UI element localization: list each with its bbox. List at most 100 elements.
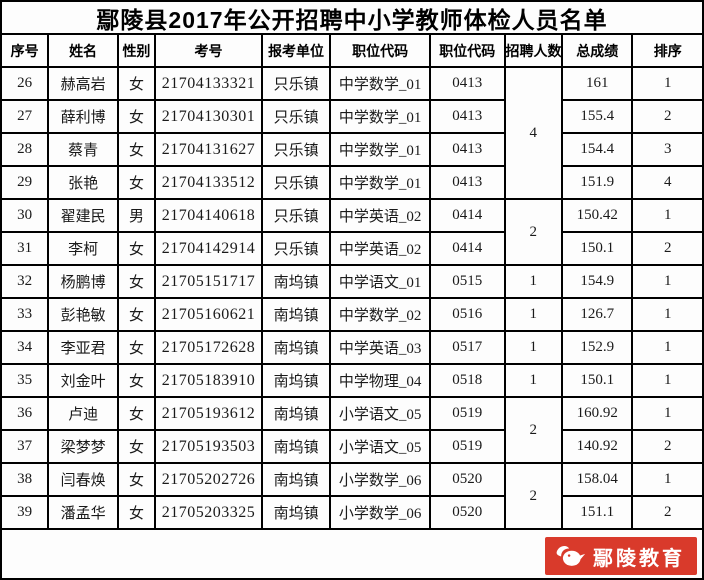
yanling-education-badge: 鄢陵教育	[545, 537, 697, 575]
cell-unit: 只乐镇	[260, 132, 332, 167]
table-row: 28 蔡青女 21704131627 只乐镇 中学数学_01 0413 154.4 3	[2, 132, 702, 167]
cell-position-code-2: 0413	[429, 165, 506, 200]
cell-exam-number: 21705160621	[154, 297, 263, 332]
cell-unit: 南坞镇	[260, 363, 332, 398]
cell-position-code-2: 0515	[429, 264, 506, 299]
cell-recruit-count: 1	[503, 297, 563, 332]
cell-serial: 34	[2, 330, 50, 365]
cell-total-score: 161	[560, 66, 634, 101]
cell-gender: 女	[116, 132, 157, 167]
cell-name: 薛利博	[47, 99, 119, 134]
header-cell-6: 职位代码	[429, 35, 506, 68]
cell-gender: 女	[116, 99, 157, 134]
cell-rank: 1	[631, 66, 702, 101]
header-row: 序号 姓名 性别 考号 报考单位 职位代码 职位代码 招聘人数 总成绩 排序	[2, 35, 702, 68]
table-row: 31 李柯女 21704142914 只乐镇 中学英语_02 0414 150.1 2	[2, 231, 702, 266]
cell-gender: 女	[116, 462, 157, 497]
header-cell-5: 职位代码	[329, 35, 432, 68]
cell-position-code: 中学英语_03	[329, 330, 432, 365]
recruitment-table: 序号 姓名 性别 考号 报考单位 职位代码 职位代码 招聘人数 总成绩 排序 26 赫高岩女 2170…	[2, 35, 702, 530]
cell-total-score: 150.42	[560, 198, 634, 233]
header-cell-0: 序号	[2, 35, 50, 68]
cell-recruit-count: 1	[503, 264, 563, 299]
table-row: 36 卢迪女 21705193612 南坞镇 小学语文_05 0519 2 160.92 1	[2, 396, 702, 464]
cell-exam-number: 21705172628	[154, 330, 263, 365]
table-row: 34 李亚君女 21705172628 南坞镇 中学英语_03 0517 1 152.9 1	[2, 330, 702, 365]
cell-exam-number: 21704133321	[154, 66, 263, 101]
cell-total-score: 158.04	[560, 462, 634, 497]
cell-serial: 37	[2, 429, 50, 464]
cell-serial: 35	[2, 363, 50, 398]
cell-unit: 只乐镇	[260, 66, 332, 101]
header-cell-1: 姓名	[47, 35, 119, 68]
cell-unit: 南坞镇	[260, 396, 332, 431]
cell-rank: 1	[631, 198, 702, 233]
cell-position-code: 中学数学_02	[329, 297, 432, 332]
cell-serial: 28	[2, 132, 50, 167]
cell-serial: 31	[2, 231, 50, 266]
cell-position-code: 小学语文_05	[329, 396, 432, 431]
table-row: 26 赫高岩女 21704133321 只乐镇 中学数学_01 0413 4 161 1	[2, 66, 702, 200]
cell-position-code-2: 0413	[429, 99, 506, 134]
cell-name: 蔡青	[47, 132, 119, 167]
cell-total-score: 154.9	[560, 264, 634, 299]
cell-unit: 南坞镇	[260, 297, 332, 332]
cell-gender: 女	[116, 396, 157, 431]
cell-total-score: 140.92	[560, 429, 634, 464]
table-row: 29 张艳女 21704133512 只乐镇 中学数学_01 0413 151.9 4	[2, 165, 702, 200]
cell-gender: 女	[116, 66, 157, 101]
dove-logo-icon	[556, 545, 586, 566]
cell-gender: 女	[116, 363, 157, 398]
cell-exam-number: 21704142914	[154, 231, 263, 266]
cell-rank: 1	[631, 264, 702, 299]
cell-recruit-count: 2	[503, 198, 563, 266]
cell-gender: 女	[116, 297, 157, 332]
cell-recruit-count: 2	[503, 462, 563, 530]
cell-serial: 32	[2, 264, 50, 299]
cell-gender: 女	[116, 495, 157, 530]
cell-serial: 33	[2, 297, 50, 332]
cell-unit: 只乐镇	[260, 198, 332, 233]
cell-gender: 女	[116, 165, 157, 200]
cell-name: 闫春焕	[47, 462, 119, 497]
cell-position-code-2: 0517	[429, 330, 506, 365]
cell-exam-number: 21705193612	[154, 396, 263, 431]
cell-name: 卢迪	[47, 396, 119, 431]
cell-serial: 36	[2, 396, 50, 431]
cell-exam-number: 21705183910	[154, 363, 263, 398]
header-cell-9: 排序	[631, 35, 702, 68]
cell-total-score: 151.9	[560, 165, 634, 200]
cell-rank: 1	[631, 396, 702, 431]
cell-name: 翟建民	[47, 198, 119, 233]
cell-total-score: 150.1	[560, 231, 634, 266]
cell-rank: 1	[631, 363, 702, 398]
cell-rank: 2	[631, 495, 702, 530]
cell-exam-number: 21705202726	[154, 462, 263, 497]
cell-total-score: 126.7	[560, 297, 634, 332]
cell-total-score: 155.4	[560, 99, 634, 134]
cell-position-code: 中学英语_02	[329, 198, 432, 233]
cell-serial: 30	[2, 198, 50, 233]
cell-name: 张艳	[47, 165, 119, 200]
cell-rank: 3	[631, 132, 702, 167]
cell-position-code-2: 0519	[429, 396, 506, 431]
cell-position-code: 中学英语_02	[329, 231, 432, 266]
cell-position-code-2: 0520	[429, 495, 506, 530]
table-row: 27 薛利博女 21704130301 只乐镇 中学数学_01 0413 155.4 2	[2, 99, 702, 134]
cell-position-code-2: 0518	[429, 363, 506, 398]
cell-serial: 39	[2, 495, 50, 530]
cell-recruit-count: 1	[503, 363, 563, 398]
cell-name: 杨鹏博	[47, 264, 119, 299]
badge-label: 鄢陵教育	[593, 547, 685, 570]
cell-position-code-2: 0516	[429, 297, 506, 332]
cell-unit: 南坞镇	[260, 495, 332, 530]
cell-unit: 南坞镇	[260, 429, 332, 464]
cell-gender: 女	[116, 264, 157, 299]
cell-total-score: 160.92	[560, 396, 634, 431]
header-cell-4: 报考单位	[260, 35, 332, 68]
cell-exam-number: 21704140618	[154, 198, 263, 233]
cell-position-code: 中学物理_04	[329, 363, 432, 398]
table-row: 33 彭艳敏女 21705160621 南坞镇 中学数学_02 0516 1 126.7 1	[2, 297, 702, 332]
cell-position-code-2: 0520	[429, 462, 506, 497]
cell-unit: 南坞镇	[260, 264, 332, 299]
